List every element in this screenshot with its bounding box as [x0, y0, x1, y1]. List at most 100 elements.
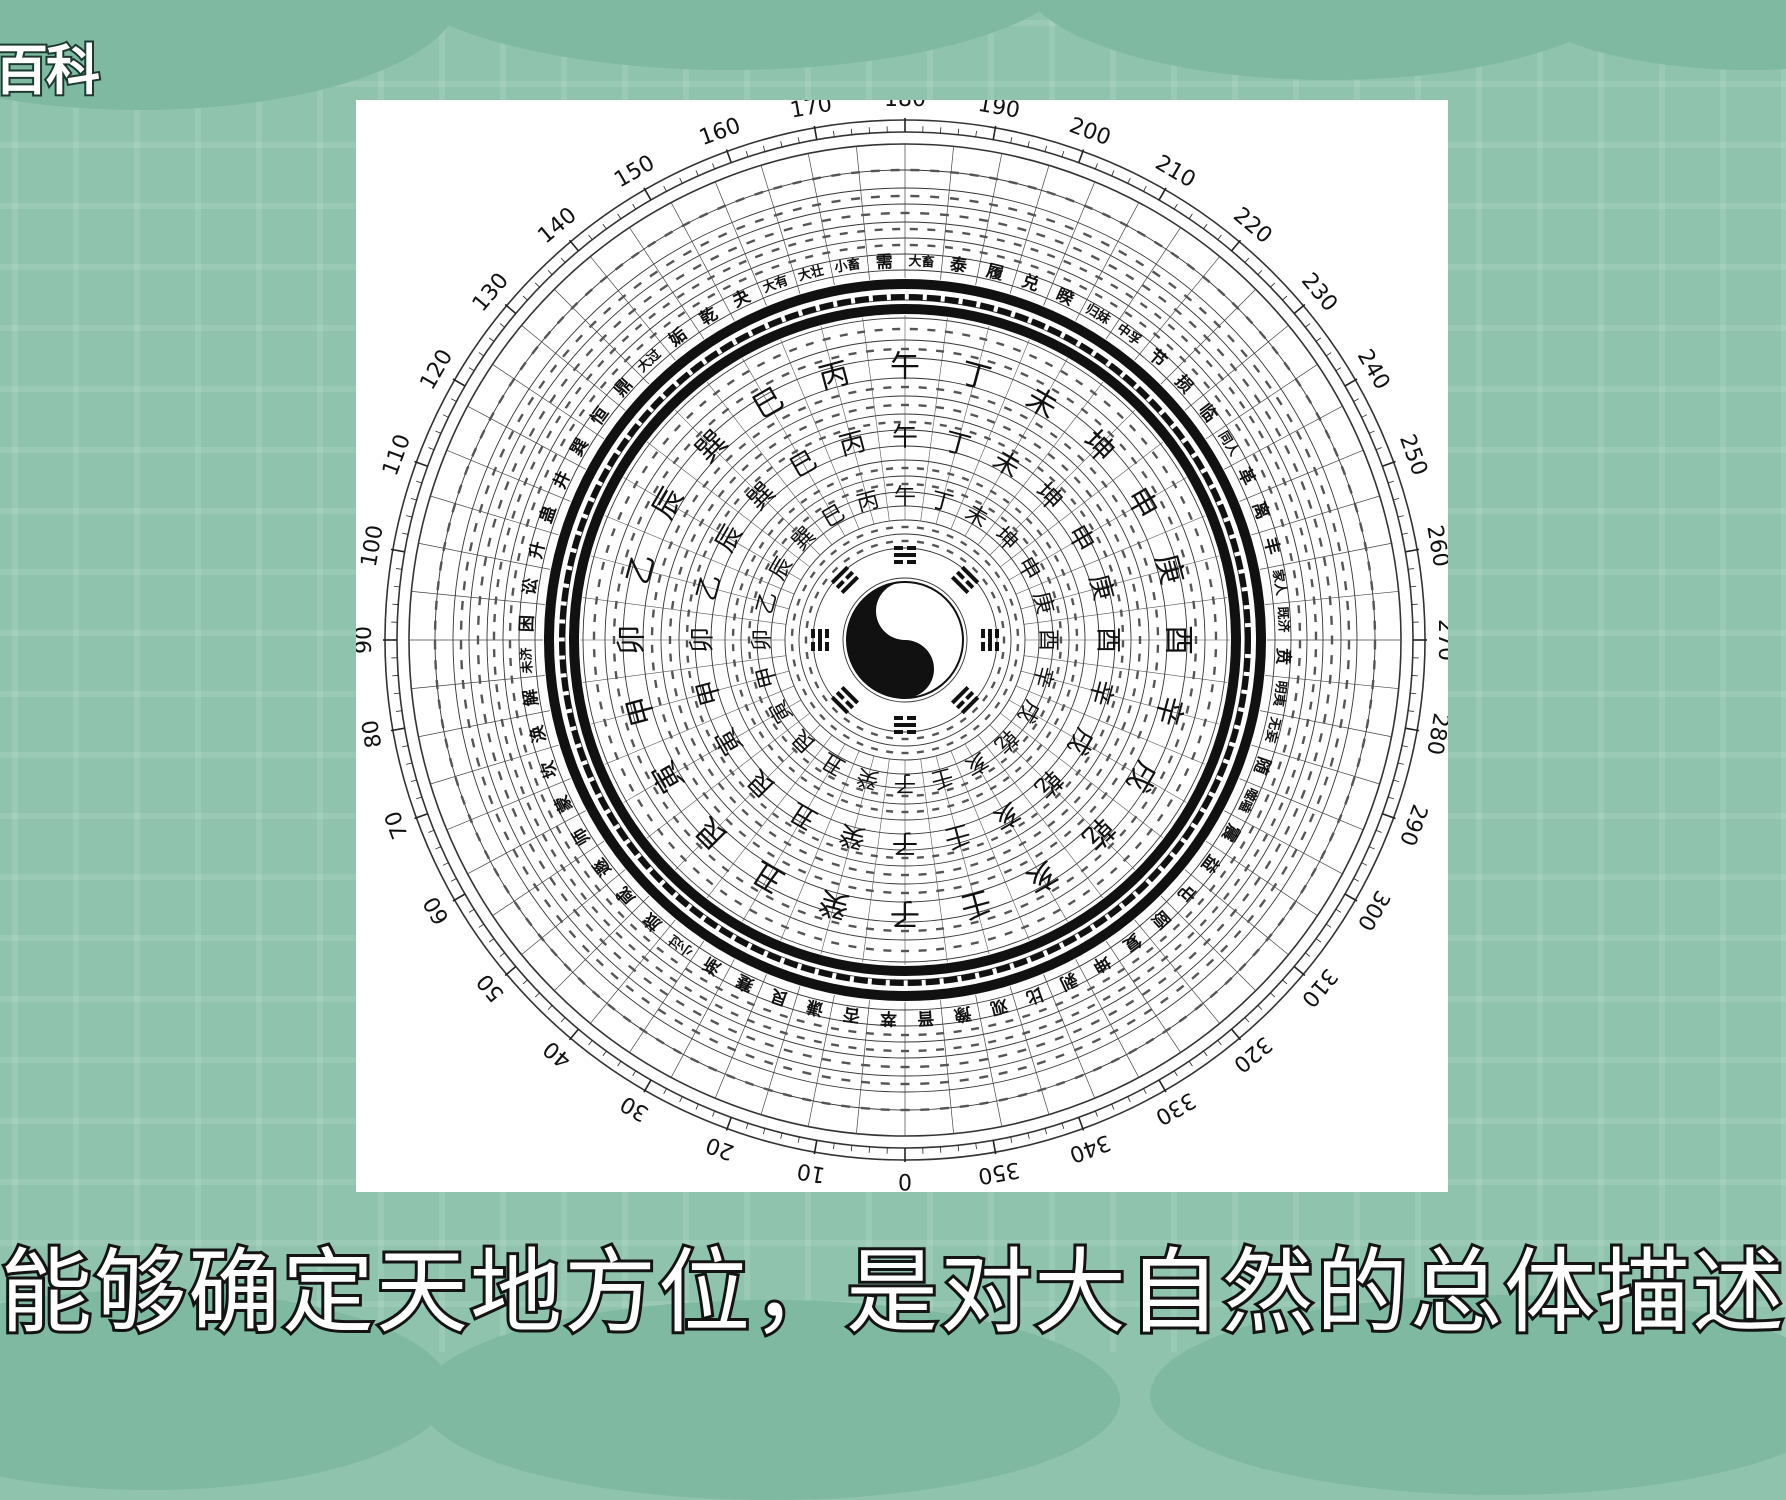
- dense-text-mark: [522, 866, 529, 875]
- dense-text-mark: [589, 320, 597, 328]
- dense-text-mark: [883, 1049, 891, 1052]
- dense-text-mark: [613, 654, 616, 662]
- degree-tick: [1336, 909, 1341, 912]
- dense-text-mark: [1047, 191, 1056, 196]
- dense-text-mark: [940, 1107, 949, 1110]
- dense-text-mark: [1108, 264, 1117, 270]
- dense-text-mark: [1030, 248, 1038, 253]
- dense-text-mark: [886, 467, 893, 470]
- dense-text-mark: [617, 583, 621, 591]
- dense-text-mark: [1152, 592, 1156, 600]
- dense-text-mark: [1239, 401, 1246, 409]
- mountain-char-middle: 亥: [987, 796, 1025, 835]
- dense-text-mark: [509, 658, 512, 666]
- degree-tick: [411, 498, 417, 500]
- degree-tick: [569, 1029, 578, 1040]
- dense-text-mark: [477, 616, 480, 625]
- degree-tick: [1354, 399, 1359, 402]
- dense-text-mark: [1137, 230, 1146, 237]
- dense-text-mark: [1179, 1015, 1188, 1022]
- dense-text-mark: [730, 1011, 738, 1017]
- hexagram-name: 履: [984, 261, 1005, 284]
- dense-text-mark: [519, 362, 526, 371]
- dense-text-mark: [769, 443, 777, 449]
- degree-tick: [500, 953, 505, 957]
- hexagram-name: 否: [842, 1003, 863, 1025]
- dense-text-mark: [471, 738, 475, 747]
- dense-text-mark: [871, 169, 880, 172]
- dense-text-mark: [971, 881, 979, 886]
- dense-text-mark: [1096, 768, 1102, 776]
- dense-text-mark: [652, 609, 655, 617]
- dense-text-mark: [1152, 270, 1161, 277]
- dense-text-mark: [733, 659, 736, 666]
- mountain-char-outer: 辰: [646, 482, 691, 525]
- dense-text-mark: [688, 671, 691, 678]
- dense-text-mark: [766, 466, 773, 472]
- dense-text-mark: [731, 994, 739, 1000]
- dense-text-mark: [1060, 637, 1062, 644]
- degree-tick: [798, 137, 799, 143]
- dense-text-mark: [473, 523, 478, 532]
- dense-text-mark: [656, 1038, 665, 1045]
- degree-tick: [1398, 763, 1404, 764]
- hexagram-name: 大壮: [796, 262, 825, 284]
- degree-tick: [561, 258, 565, 262]
- trigram-line: [907, 716, 916, 720]
- dense-text-mark: [1298, 658, 1301, 666]
- dense-text-mark: [1264, 794, 1269, 802]
- dense-text-mark: [595, 596, 598, 604]
- dense-text-mark: [856, 726, 863, 731]
- dense-text-mark: [1119, 443, 1126, 451]
- dense-text-mark: [434, 640, 436, 649]
- dense-text-mark: [579, 409, 586, 417]
- dense-text-mark: [662, 437, 669, 445]
- dense-text-mark: [1268, 486, 1273, 494]
- dense-text-mark: [527, 397, 534, 406]
- dense-text-mark: [856, 741, 863, 746]
- dense-text-mark: [1304, 544, 1308, 552]
- dense-text-mark: [970, 862, 978, 867]
- dense-text-mark: [464, 466, 469, 475]
- dense-text-mark: [569, 930, 577, 938]
- degree-tick: [1028, 1133, 1029, 1139]
- dense-text-mark: [1009, 674, 1014, 681]
- dense-text-mark: [1118, 986, 1126, 992]
- dense-text-mark: [997, 255, 1005, 259]
- dense-text-mark: [962, 333, 970, 337]
- dense-text-mark: [1244, 864, 1250, 872]
- dense-text-mark: [1274, 462, 1280, 470]
- dense-text-mark: [831, 941, 839, 945]
- dense-text-mark: [502, 544, 506, 552]
- dense-text-mark: [1157, 645, 1160, 653]
- dense-text-mark: [662, 801, 669, 809]
- dense-text-mark: [1135, 260, 1144, 267]
- dense-text-mark: [1095, 293, 1103, 299]
- dense-text-mark: [946, 549, 953, 554]
- dense-text-mark: [1121, 625, 1124, 632]
- dense-text-mark: [759, 731, 765, 738]
- dense-text-mark: [863, 424, 870, 428]
- dense-text-mark: [1136, 601, 1140, 609]
- degree-label: 70: [381, 807, 414, 842]
- dense-text-mark: [936, 388, 944, 391]
- dense-text-mark: [596, 684, 600, 692]
- dense-text-mark: [464, 699, 468, 708]
- degree-tick: [1062, 151, 1064, 157]
- dense-text-mark: [544, 470, 550, 478]
- dense-text-mark: [1220, 945, 1228, 953]
- dense-text-mark: [940, 213, 949, 216]
- dense-text-mark: [851, 197, 860, 200]
- dense-text-mark: [901, 348, 909, 350]
- dense-text-mark: [570, 878, 577, 886]
- dense-text-mark: [1127, 567, 1132, 575]
- dense-text-mark: [1313, 596, 1316, 604]
- dense-text-mark: [788, 243, 796, 248]
- dense-text-mark: [1160, 997, 1169, 1004]
- dense-text-mark: [685, 967, 693, 973]
- dense-text-mark: [1091, 1019, 1100, 1025]
- dense-text-mark: [605, 545, 610, 553]
- dense-text-mark: [1259, 899, 1266, 908]
- dense-text-mark: [1081, 866, 1089, 873]
- dense-text-mark: [1254, 877, 1261, 886]
